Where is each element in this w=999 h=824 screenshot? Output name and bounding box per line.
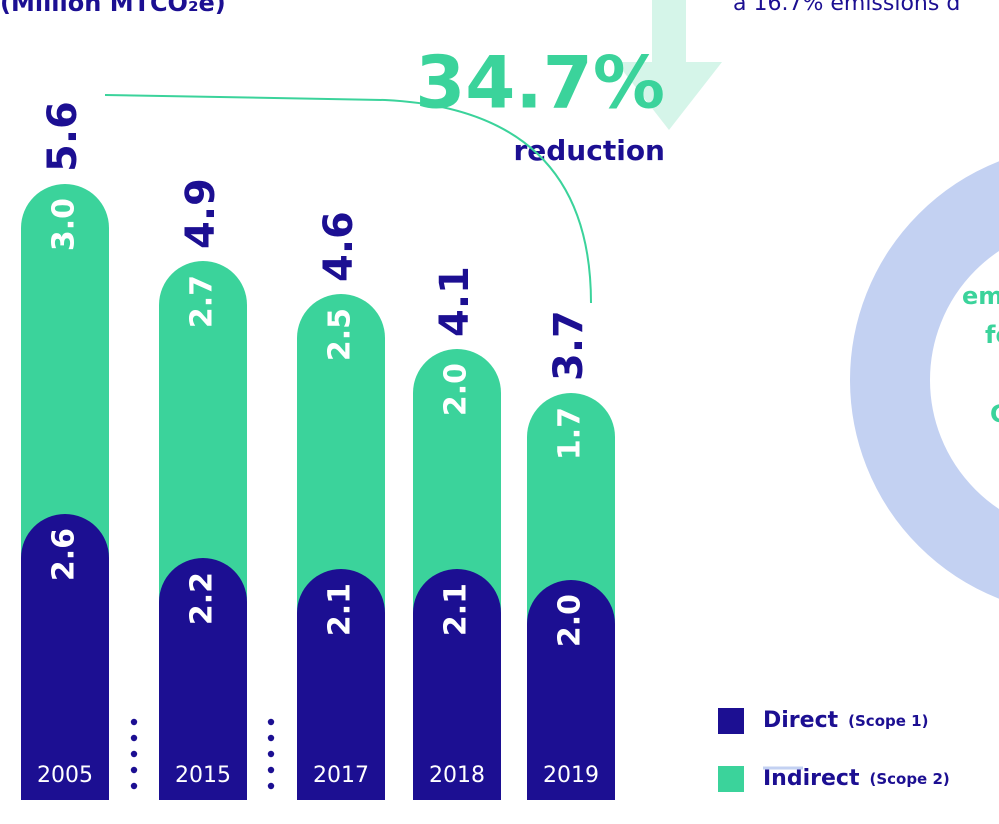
reduction-value: 34.7% <box>415 41 665 125</box>
segment-label: 1.7 <box>553 407 588 460</box>
separator-dot <box>130 766 138 774</box>
total-label: 4.6 <box>316 211 362 282</box>
total-label: 5.6 <box>40 101 86 172</box>
bar-segment <box>527 393 615 624</box>
total-label: 4.9 <box>178 178 224 249</box>
legend-label: Direct (Scope 1) <box>763 708 928 733</box>
legend-scope: (Scope 2) <box>869 770 949 788</box>
separator-dot <box>130 718 138 726</box>
legend-scope: (Scope 1) <box>848 712 928 730</box>
separator-dot <box>267 718 275 726</box>
bar-segment <box>159 558 247 800</box>
legend-label: Indirect (Scope 2) <box>763 766 950 791</box>
legend-name: Direct <box>763 708 839 733</box>
year-label: 2005 <box>37 763 93 788</box>
bar-segment <box>297 294 385 613</box>
segment-label: 2.0 <box>439 363 474 416</box>
separator-dot <box>130 782 138 790</box>
bar-segment <box>21 514 109 800</box>
bar-segment <box>527 580 615 800</box>
segment-label: 2.2 <box>185 572 220 625</box>
separator-dot <box>130 734 138 742</box>
side-text: a 16.7% emissions d <box>733 0 960 16</box>
legend-swatch <box>718 708 744 734</box>
total-label: 3.7 <box>546 310 592 381</box>
bar-segment <box>159 261 247 602</box>
donut-ring <box>850 161 999 599</box>
unit-label: (Million MTCO₂e) <box>0 0 226 17</box>
segment-label: 2.5 <box>323 308 358 361</box>
segment-label: 2.1 <box>323 583 358 636</box>
segment-label: 2.0 <box>553 594 588 647</box>
separator-dot <box>130 750 138 758</box>
year-label: 2019 <box>543 763 599 788</box>
reduction-label: reduction <box>513 134 665 167</box>
segment-label: 2.1 <box>439 583 474 636</box>
donut-text: C <box>990 400 999 428</box>
year-label: 2018 <box>429 763 485 788</box>
legend-name: Indirect <box>763 766 860 791</box>
bar-segment <box>297 569 385 800</box>
legend: Direct (Scope 1) Indirect (Scope 2) <box>718 708 950 792</box>
donut-text: fo <box>985 321 999 349</box>
separator-dot <box>267 782 275 790</box>
separator-dot <box>267 734 275 742</box>
total-label: 4.1 <box>432 266 478 337</box>
segment-label: 3.0 <box>47 198 82 251</box>
bar-segment <box>413 569 501 800</box>
arrow-icon <box>616 0 722 130</box>
reduction-curve <box>104 94 592 304</box>
donut-text: em <box>962 282 999 310</box>
separator-dot <box>267 766 275 774</box>
separator-dot <box>267 750 275 758</box>
bar-segment <box>413 349 501 613</box>
donut: em fo C <box>850 161 999 599</box>
segment-label: 2.6 <box>47 528 82 581</box>
year-label: 2015 <box>175 763 231 788</box>
segment-label: 2.7 <box>185 275 220 328</box>
year-label: 2017 <box>313 763 369 788</box>
legend-swatch <box>718 766 744 792</box>
bar-segment <box>21 184 109 558</box>
